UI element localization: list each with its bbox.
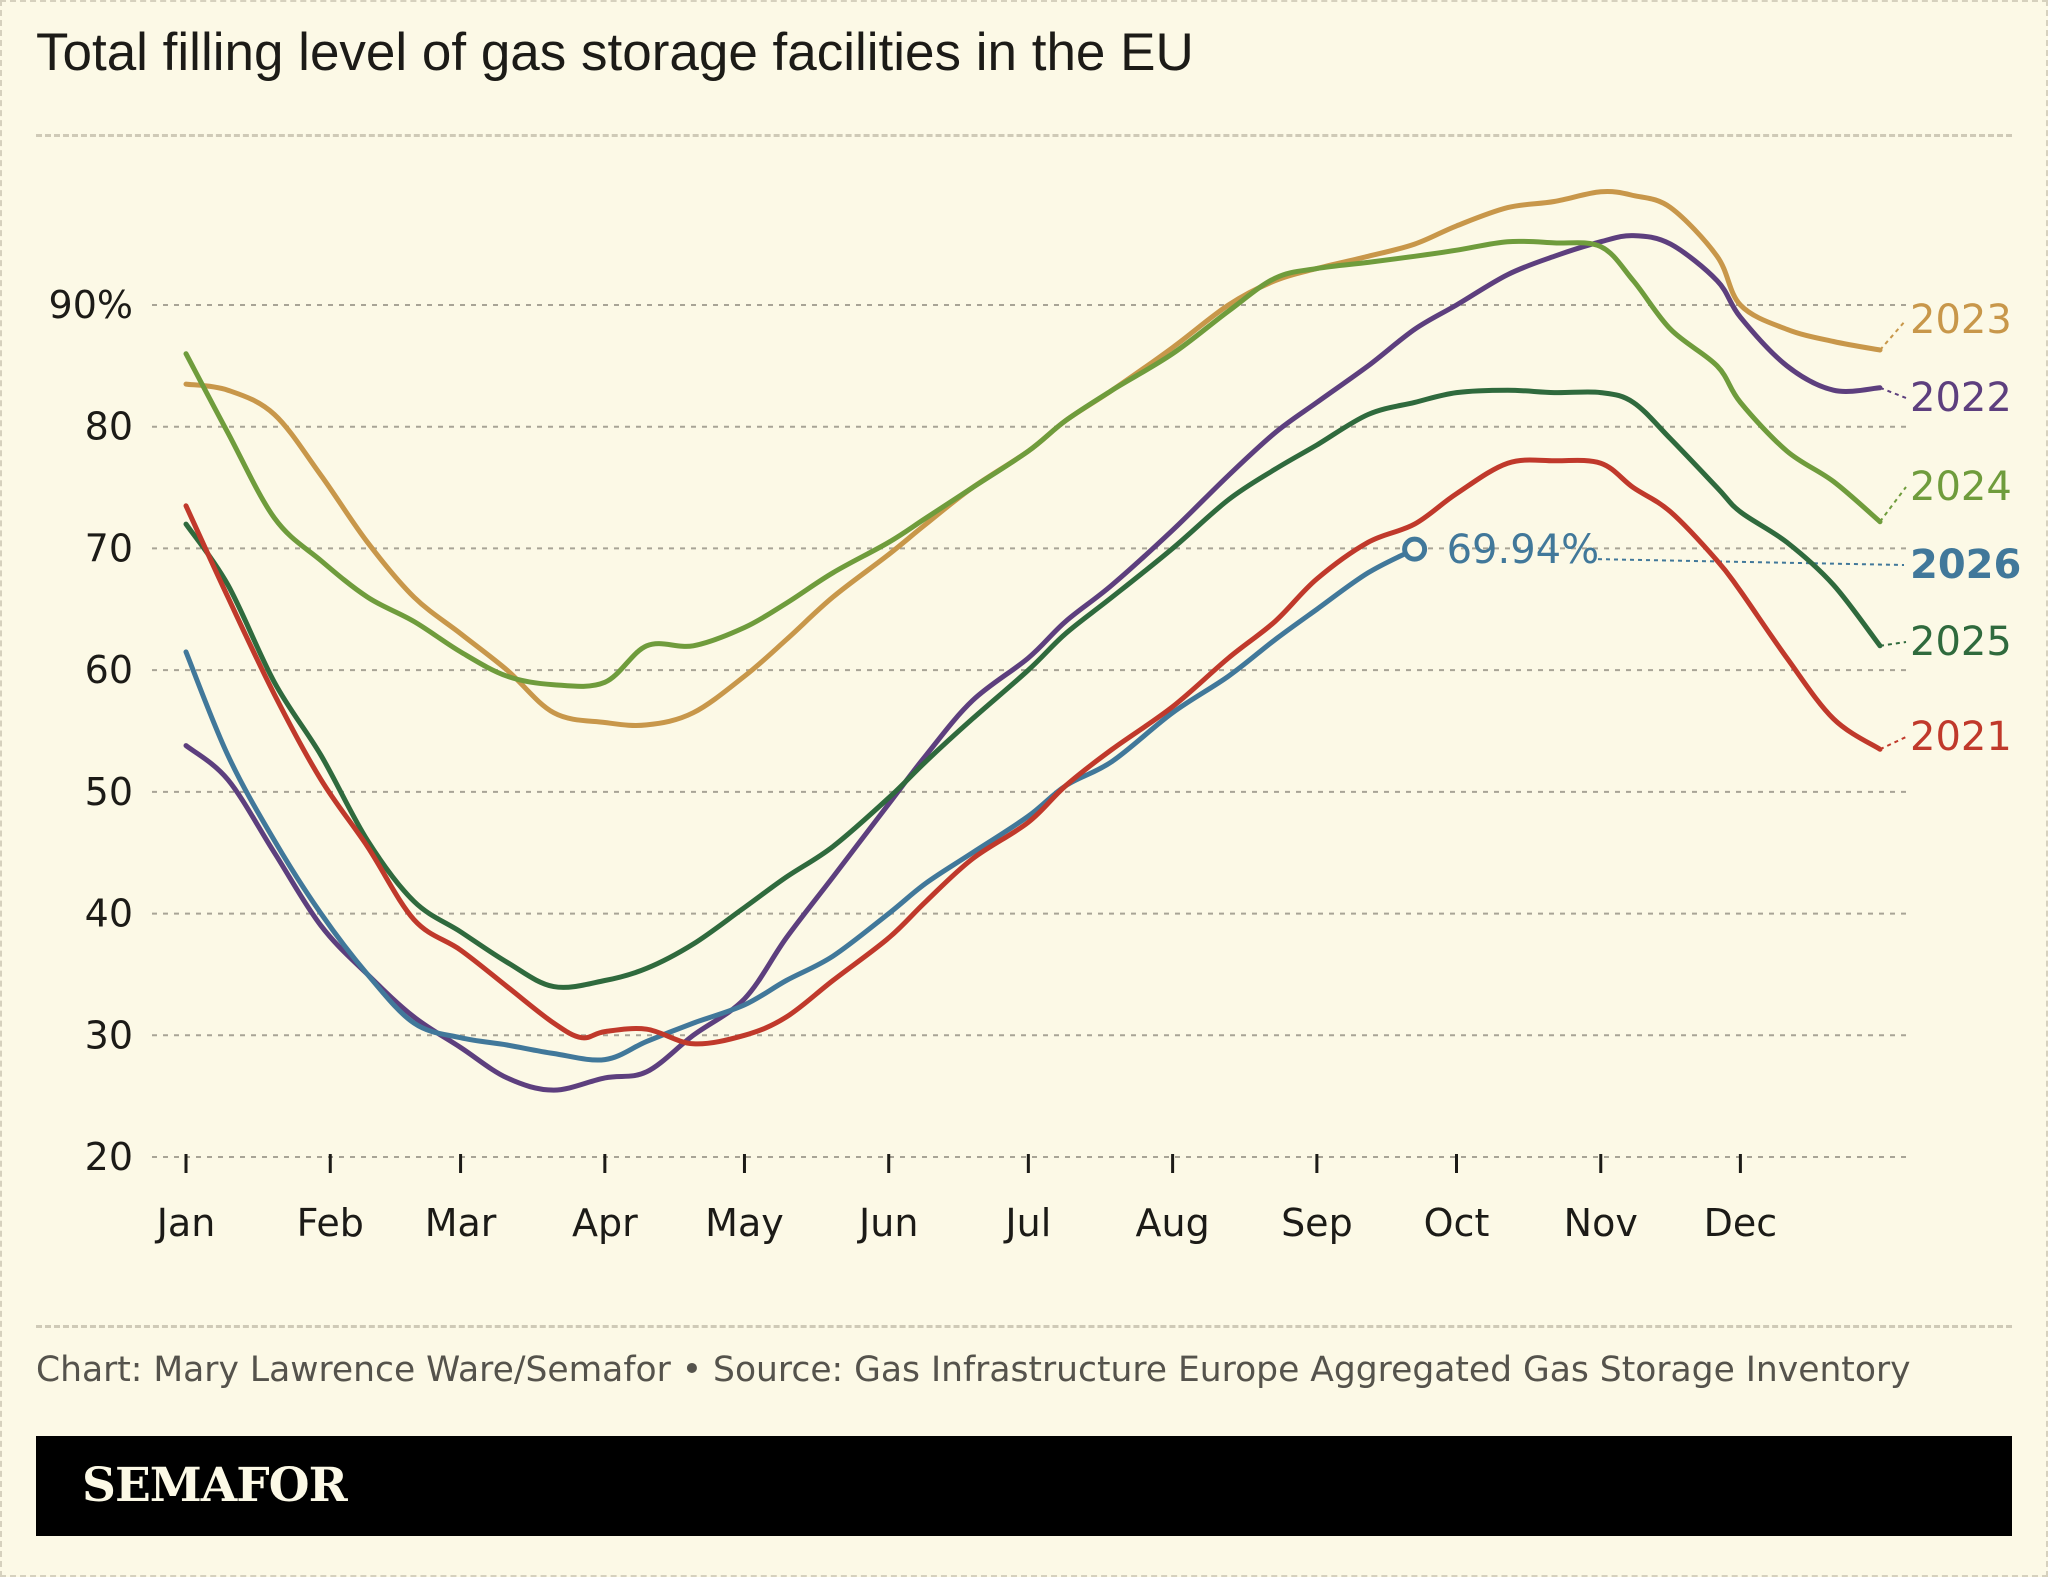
x-tick-label: Sep [1281,1201,1353,1245]
y-tick-label: 30 [85,1013,133,1057]
line-chart: 20 30 40 50 60 70 80 90% Jan Feb Mar Apr May Jun Jul Au… [49,189,2021,1245]
connector-2024 [1879,486,1907,523]
series-line-2024 [183,238,1883,689]
grid-lines [152,304,1908,1158]
current-value-marker [1402,536,1428,562]
series-label-2025: 2025 [1910,619,2012,665]
series-lines [183,189,1883,1093]
connector-2026 [1597,558,1905,566]
y-tick-label: 50 [85,770,133,814]
annotation: 69.94% [1402,527,1600,573]
y-tick-label: 80 [85,405,133,449]
series-label-2022: 2022 [1910,375,2012,421]
series-line-2025 [183,387,1883,990]
x-tick-label: May [705,1201,784,1245]
x-tick-label: Nov [1564,1201,1638,1245]
series-line-2022 [183,233,1883,1093]
current-value-label: 69.94% [1447,527,1600,573]
x-tick-label: Jun [857,1201,918,1245]
y-tick-label: 40 [85,892,133,936]
x-tick-label: Aug [1136,1201,1210,1245]
axes: 20 30 40 50 60 70 80 90% Jan Feb Mar Apr May Jun Jul Au… [49,283,1778,1245]
label-connectors [1597,319,1907,751]
y-tick-label: 20 [85,1135,133,1179]
series-label-2021: 2021 [1910,714,2012,760]
y-tick-label: 90% [49,283,133,327]
x-tick-label: Jan [155,1201,216,1245]
connector-2022 [1879,386,1907,399]
series-label-2023: 2023 [1910,297,2012,343]
brand-bar: SEMAFOR [36,1436,2012,1536]
series-labels: 2023 2022 2024 2026 2025 2021 [1910,297,2021,760]
chart-title: Total filling level of gas storage facil… [36,23,1194,82]
x-tick-label: Apr [572,1201,638,1245]
y-tick-label: 60 [85,648,133,692]
brand-logo: SEMAFOR [82,1458,348,1513]
connector-2025 [1879,641,1907,647]
y-tick-label: 70 [85,526,133,570]
series-label-2026: 2026 [1910,542,2021,588]
footer-divider [36,1325,2012,1328]
series-line-2026 [183,546,1418,1063]
x-tick-label: Dec [1704,1201,1778,1245]
connector-2023 [1879,319,1907,351]
x-tick-label: Jul [1003,1201,1051,1245]
connector-2021 [1879,736,1907,751]
source-credit: Chart: Mary Lawrence Ware/Semafor • Sour… [36,1350,1911,1390]
x-tick-label: Oct [1424,1201,1490,1245]
title-divider [36,134,2012,137]
x-tick-label: Feb [297,1201,364,1245]
series-line-2021 [183,457,1883,1047]
x-tick-label: Mar [425,1201,497,1245]
series-label-2024: 2024 [1910,464,2012,510]
